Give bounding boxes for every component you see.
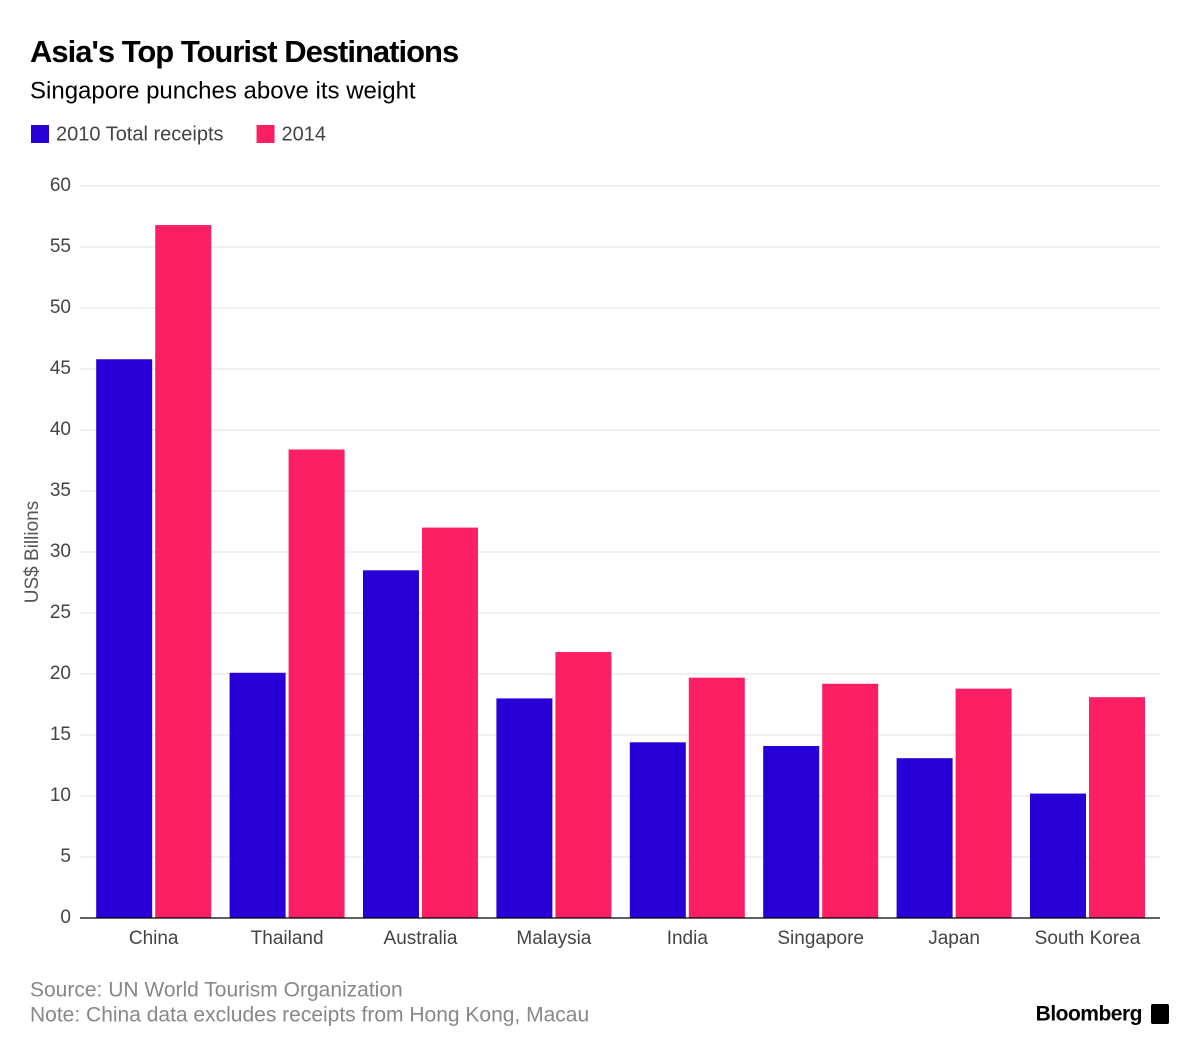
legend-swatch <box>256 125 275 143</box>
y-tick-label: 25 <box>50 602 71 623</box>
bar <box>822 683 879 918</box>
bar <box>496 698 553 918</box>
bar <box>229 672 286 918</box>
bar <box>363 570 419 918</box>
y-tick-label: 60 <box>50 175 71 196</box>
bar <box>763 745 820 918</box>
bar <box>1030 793 1086 918</box>
x-tick-label: Australia <box>384 928 458 949</box>
y-tick-label: 55 <box>50 236 71 257</box>
x-tick-label: China <box>129 928 179 949</box>
bar <box>688 677 745 918</box>
y-tick-label: 5 <box>60 846 71 867</box>
bar <box>96 359 153 918</box>
x-tick-label: South Korea <box>1035 928 1141 949</box>
bar <box>896 758 953 918</box>
legend-label: 2010 Total receipts <box>56 123 224 145</box>
y-axis-label: US$ Billions <box>22 501 43 603</box>
chart-title: Asia's Top Tourist Destinations <box>30 34 458 69</box>
y-tick-label: 0 <box>60 907 71 928</box>
bar <box>1089 697 1145 918</box>
y-tick-label: 20 <box>50 663 71 684</box>
x-tick-label: Japan <box>928 928 980 949</box>
y-tick-label: 30 <box>50 541 71 562</box>
chart-subtitle: Singapore punches above its weight <box>30 77 416 104</box>
legend-swatch <box>31 125 49 143</box>
y-tick-label: 15 <box>50 724 71 745</box>
footnote: Note: China data excludes receipts from … <box>30 1004 589 1027</box>
bar <box>555 652 612 918</box>
brand: Bloomberg <box>1036 1003 1142 1026</box>
y-tick-label: 40 <box>50 419 71 440</box>
y-tick-label: 50 <box>50 297 71 318</box>
bar <box>155 225 212 919</box>
y-tick-label: 45 <box>50 358 71 379</box>
x-tick-label: Thailand <box>251 928 324 949</box>
brand-icon <box>1151 1004 1169 1024</box>
legend-label: 2014 <box>282 123 327 145</box>
bar <box>629 742 686 918</box>
bar <box>955 688 1012 918</box>
x-tick-label: Singapore <box>777 928 864 949</box>
x-tick-label: Malaysia <box>516 928 591 949</box>
y-tick-label: 10 <box>50 785 71 806</box>
source-note: Source: UN World Tourism Organization <box>30 979 403 1002</box>
y-tick-label: 35 <box>50 480 71 501</box>
bar <box>422 527 478 918</box>
bar <box>288 449 345 918</box>
x-tick-label: India <box>667 928 709 949</box>
